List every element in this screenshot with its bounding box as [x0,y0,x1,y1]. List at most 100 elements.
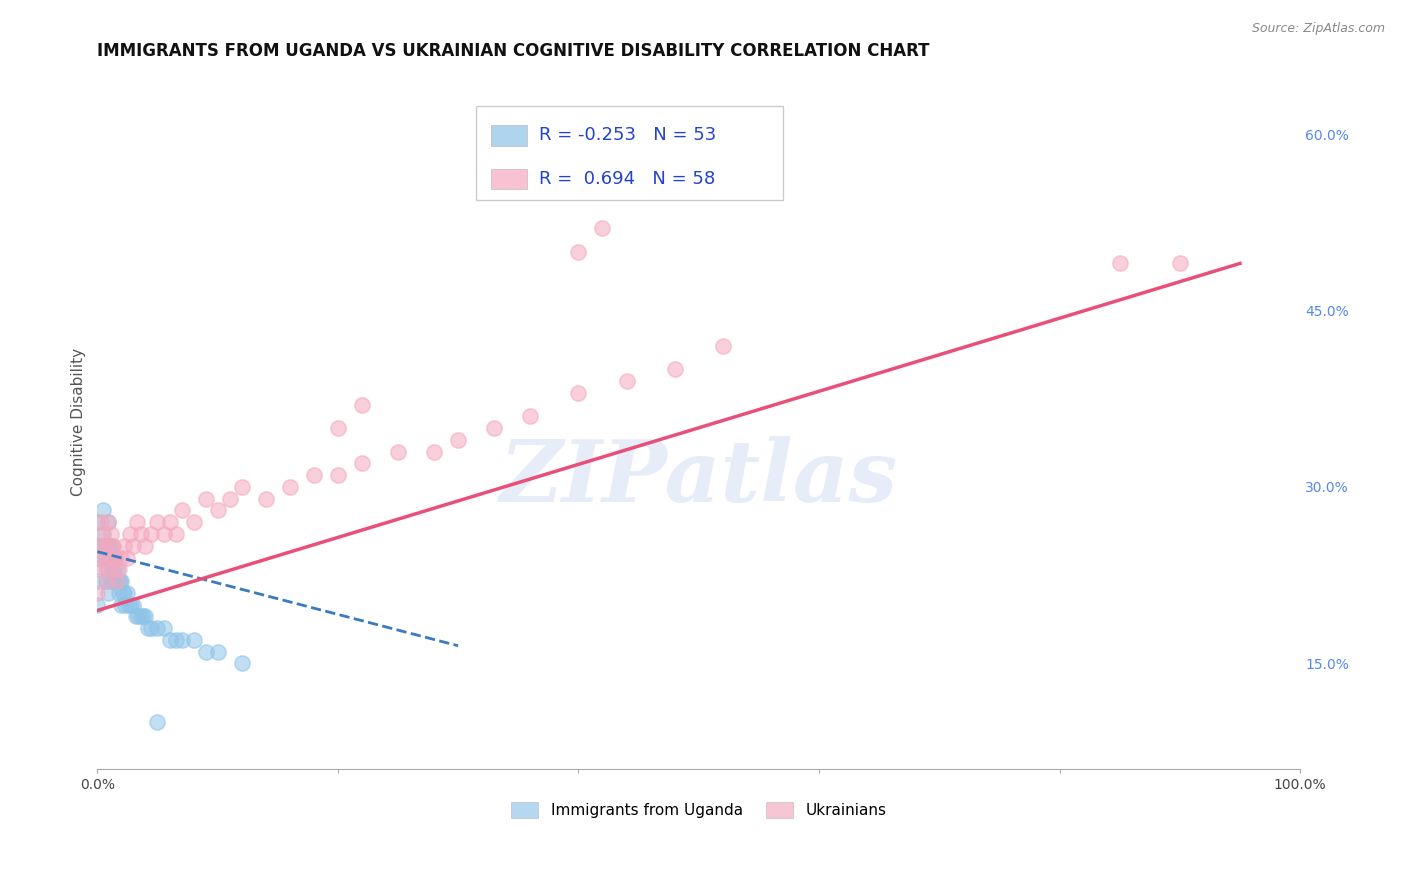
Point [592,221,614,235]
Point [207,503,229,517]
Point [278,480,301,494]
Text: IMMIGRANTS FROM UGANDA VS UKRAINIAN COGNITIVE DISABILITY CORRELATION CHART: IMMIGRANTS FROM UGANDA VS UKRAINIAN COGN… [97,42,929,60]
Point [127,609,149,624]
Point [141,621,163,635]
Point [100,527,122,541]
Point [146,515,169,529]
Point [711,339,734,353]
Point [107,574,129,588]
Point [152,527,174,541]
Point [170,632,193,647]
Point [108,574,131,588]
Point [110,550,132,565]
Point [194,491,217,506]
Point [93,539,115,553]
Point [567,244,589,259]
Point [519,409,541,424]
FancyBboxPatch shape [477,106,783,200]
Point [86,539,108,553]
Point [350,457,373,471]
Point [94,562,117,576]
Point [86,515,108,529]
Point [664,362,686,376]
Point [134,539,156,553]
Point [105,562,128,576]
Point [93,503,115,517]
Point [101,550,124,565]
Point [97,515,120,529]
Point [302,468,325,483]
Point [120,598,142,612]
Y-axis label: Cognitive Disability: Cognitive Disability [72,348,86,496]
Point [1168,256,1191,270]
Point [97,586,120,600]
Point [108,586,131,600]
Point [447,433,470,447]
Point [146,715,169,730]
Point [101,574,124,588]
Point [423,444,446,458]
Point [101,562,124,576]
FancyBboxPatch shape [491,125,527,146]
Point [90,515,112,529]
Point [86,598,108,612]
Point [100,574,122,588]
Point [165,527,187,541]
Point [170,503,193,517]
Point [94,539,117,553]
Point [1108,256,1130,270]
Point [484,421,506,435]
Point [254,491,277,506]
Point [86,562,108,576]
Point [350,398,373,412]
Point [94,574,117,588]
Point [105,574,128,588]
Point [101,550,124,565]
Text: R =  0.694   N = 58: R = 0.694 N = 58 [538,170,716,188]
Point [129,609,152,624]
Point [98,539,121,553]
Point [231,480,253,494]
Point [96,574,118,588]
Point [159,515,181,529]
Point [122,598,145,612]
Point [114,598,136,612]
Point [112,539,135,553]
Point [103,562,125,576]
Point [387,444,409,458]
Point [86,539,108,553]
Point [136,621,159,635]
Point [86,586,108,600]
Point [165,632,187,647]
Point [183,515,205,529]
Point [91,527,114,541]
Point [117,550,139,565]
Point [146,621,169,635]
Point [104,550,127,565]
Point [93,527,115,541]
Text: ZIPatlas: ZIPatlas [499,436,898,519]
Point [104,550,127,565]
Point [218,491,240,506]
Point [152,621,174,635]
Point [100,550,122,565]
Point [86,550,108,565]
Point [104,574,127,588]
Point [118,527,141,541]
Point [101,539,124,553]
Point [94,550,117,565]
Point [103,562,125,576]
Point [616,374,638,388]
Point [112,586,135,600]
Point [194,645,217,659]
Point [111,586,134,600]
Legend: Immigrants from Uganda, Ukrainians: Immigrants from Uganda, Ukrainians [505,796,893,824]
Point [159,632,181,647]
Point [125,515,148,529]
Point [122,539,145,553]
Point [207,645,229,659]
Point [129,527,152,541]
Point [231,657,253,671]
Point [567,385,589,400]
FancyBboxPatch shape [491,169,527,189]
